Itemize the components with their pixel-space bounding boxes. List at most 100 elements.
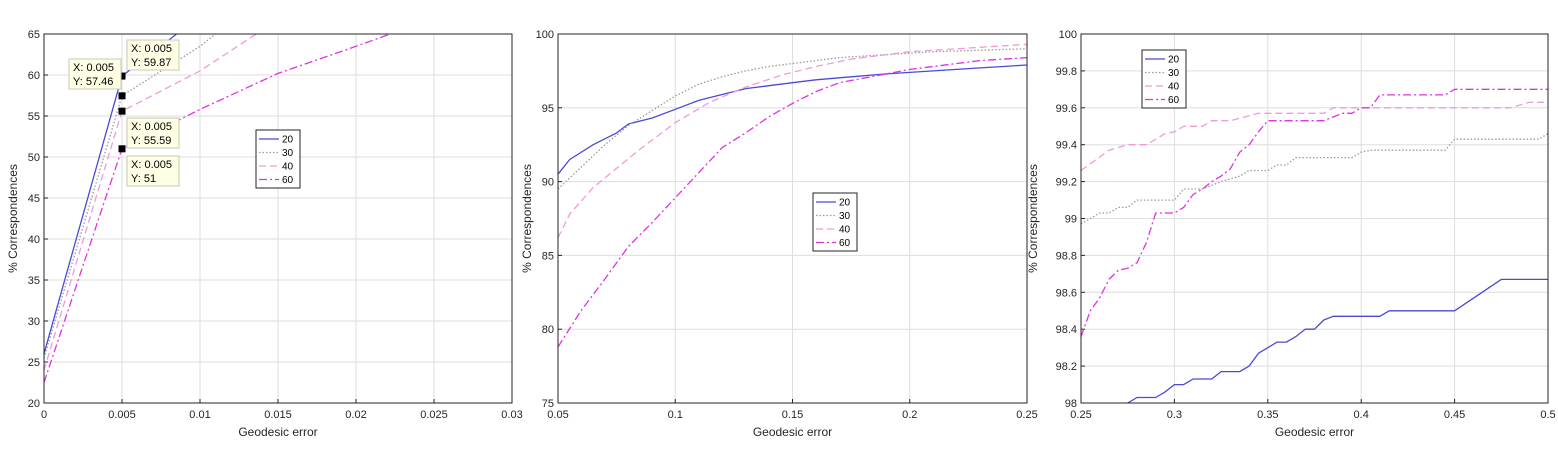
- x-tick-label: 0.02: [345, 409, 366, 421]
- datatip-box: [126, 155, 180, 187]
- axes-box: [557, 33, 1028, 404]
- legend-box: [255, 129, 301, 189]
- datatip-text: Y: 51: [131, 173, 156, 185]
- x-tick-label: 0.015: [264, 409, 292, 421]
- datatip-box: [126, 39, 180, 71]
- y-tick-label: 90: [542, 177, 554, 189]
- y-tick-label: 98.8: [1056, 250, 1077, 262]
- legend-label-30: 30: [839, 211, 851, 222]
- y-tick-label: 98: [1065, 398, 1077, 410]
- y-axis-label: % Correspondences: [1026, 164, 1040, 273]
- datatip-text: X: 0.005: [131, 159, 172, 171]
- x-axis-label: Geodesic error: [238, 425, 317, 439]
- y-tick-label: 99.8: [1056, 66, 1077, 78]
- y-tick-label: 30: [28, 316, 40, 328]
- legend-box: [812, 192, 858, 252]
- datatip-text: Y: 57.46: [73, 76, 113, 88]
- y-axis-label: % Correspondences: [520, 164, 534, 273]
- legend-label-20: 20: [839, 198, 851, 209]
- y-tick-label: 100: [536, 29, 554, 41]
- y-tick-label: 99.2: [1056, 177, 1077, 189]
- x-tick-label: 0.1: [668, 409, 683, 421]
- series-line-20: [558, 64, 1027, 175]
- datatip-text: Y: 59.87: [131, 57, 171, 69]
- x-tick-label: 0.5: [1540, 409, 1555, 421]
- series-line-60: [558, 56, 1027, 348]
- x-tick-label: 0.03: [501, 409, 522, 421]
- legend-label-20: 20: [1168, 55, 1180, 66]
- chart-panel-2: 0.05 0.1 0.15 0.2 0.25 75 80 85 90 95 100 Geodesic …: [520, 29, 1038, 439]
- y-tick-label: 100: [1059, 29, 1077, 41]
- series-line-40: [558, 43, 1027, 238]
- legend-label-20: 20: [282, 135, 294, 146]
- y-tick-label: 80: [542, 324, 554, 336]
- series-line-40: [44, 34, 257, 371]
- y-tick-label: 50: [28, 152, 40, 164]
- datatip-text: X: 0.005: [73, 62, 114, 74]
- datatip-box: [68, 58, 122, 90]
- y-tick-label: 45: [28, 193, 40, 205]
- y-tick-label: 98.6: [1056, 287, 1077, 299]
- y-axis-label: % Correspondences: [6, 164, 20, 273]
- x-axis-label: Geodesic error: [1275, 425, 1354, 439]
- x-tick-label: 0.15: [782, 409, 803, 421]
- x-tick-label: 0.25: [1016, 409, 1037, 421]
- x-tick-label: 0.4: [1354, 409, 1369, 421]
- datatip-box: [126, 117, 180, 149]
- legend-label-40: 40: [282, 162, 294, 173]
- chart-panel-1: 0 0.005 0.01 0.015 0.02 0.025 0.03 20 25 30 35 40 45…: [6, 29, 523, 439]
- x-tick-label: 0.025: [420, 409, 448, 421]
- x-tick-label: 0.3: [1167, 409, 1182, 421]
- legend-label-60: 60: [282, 175, 294, 186]
- y-tick-label: 98.4: [1056, 324, 1077, 336]
- y-tick-label: 35: [28, 275, 40, 287]
- datatip-text: X: 0.005: [131, 121, 172, 133]
- x-tick-label: 0.01: [189, 409, 210, 421]
- y-tick-label: 65: [28, 29, 40, 41]
- x-tick-label: 0.05: [547, 409, 568, 421]
- legend-label-60: 60: [1168, 95, 1180, 106]
- x-tick-label: 0.2: [902, 409, 917, 421]
- y-tick-label: 98.2: [1056, 361, 1077, 373]
- x-axis-label: Geodesic error: [753, 425, 832, 439]
- y-tick-label: 99.4: [1056, 140, 1077, 152]
- y-tick-label: 95: [542, 103, 554, 115]
- y-tick-label: 20: [28, 398, 40, 410]
- datatip-marker: [118, 72, 126, 80]
- x-tick-label: 0: [41, 409, 47, 421]
- y-tick-label: 25: [28, 357, 40, 369]
- x-tick-label: 0.005: [108, 409, 136, 421]
- datatip-marker: [118, 107, 126, 115]
- legend-label-30: 30: [1168, 68, 1180, 79]
- axes-box: [1080, 33, 1549, 404]
- legend: 20 30 40 60: [1141, 49, 1187, 109]
- y-tick-label: 99: [1065, 214, 1077, 226]
- x-tick-label: 0.35: [1257, 409, 1278, 421]
- y-tick-label: 85: [542, 250, 554, 262]
- x-tick-label: 0.25: [1070, 409, 1091, 421]
- legend-label-60: 60: [839, 238, 851, 249]
- legend: 20 30 40 60: [812, 192, 858, 252]
- series-line-60: [1081, 88, 1548, 337]
- series-line-60: [44, 34, 391, 383]
- y-tick-label: 75: [542, 398, 554, 410]
- legend-box: [1141, 49, 1187, 109]
- chart-panel-3: 0.25 0.3 0.35 0.4 0.45 0.5 98 98.2 98.4 98.6 98.8 9…: [1026, 29, 1556, 439]
- legend: 20 30 40 60: [255, 129, 301, 189]
- y-tick-label: 55: [28, 111, 40, 123]
- y-tick-label: 40: [28, 234, 40, 246]
- axes-box: [43, 33, 513, 404]
- legend-label-30: 30: [282, 148, 294, 159]
- series-line-30: [44, 34, 217, 359]
- datatip-text: Y: 55.59: [131, 135, 171, 147]
- legend-label-40: 40: [839, 225, 851, 236]
- y-tick-label: 99.6: [1056, 103, 1077, 115]
- x-tick-label: 0.45: [1444, 409, 1465, 421]
- datatip-marker: [118, 92, 126, 100]
- datatip-marker: [118, 145, 126, 153]
- legend-label-40: 40: [1168, 82, 1180, 93]
- datatip-text: X: 0.005: [131, 43, 172, 55]
- series-line-20: [1124, 278, 1548, 403]
